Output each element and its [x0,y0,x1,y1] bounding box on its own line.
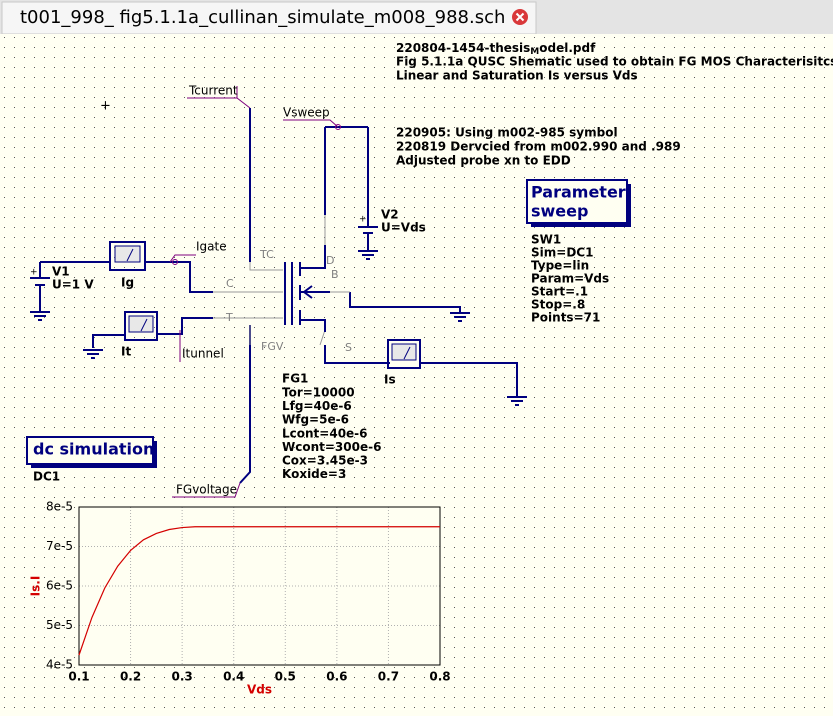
fgmos-symbol [284,245,330,332]
x-tick-label: 0.2 [120,670,141,684]
source-name: V2 [381,208,399,222]
probe-name: Ig [121,276,134,290]
pin-label: TC [259,248,274,261]
sweep-title: sweep [531,202,588,221]
y-tick-label: 4e-5 [46,658,73,672]
source-name: V1 [52,265,70,279]
simulation-box[interactable] [26,436,154,465]
note-line: Adjusted probe xn to EDD [396,154,571,168]
note-line: 220905: Using m002-985 symbol [396,126,618,140]
pin-label: D [326,254,334,267]
y-tick-label: 7e-5 [46,539,73,553]
sweep-property: Start=.1 [531,285,588,299]
battery [30,215,378,290]
pin-label: B [331,268,339,281]
source-value: U=Vds [381,221,426,235]
wire-label: FGvoltage [176,483,237,497]
ground [30,250,527,406]
y-tick-label: 8e-5 [46,500,73,514]
sweep-title: Parameter [531,183,626,202]
polarity: + [30,268,38,278]
wire-label: Itunnel [182,347,224,361]
probe-needle [403,346,411,360]
y-axis-label: Is.I [29,576,43,597]
polarity: + [359,215,367,225]
probe-needle [140,318,148,332]
probe-name: Is [384,373,396,387]
sweep-name: SW1 [531,233,561,247]
y-tick-label: 6e-5 [46,579,73,593]
probe-body [387,339,421,369]
wire-label: Igate [196,240,227,254]
sweep-property: Sim=DC1 [531,246,593,260]
sweep-properties: SW1 Sim=DC1Type=linParam=VdsStart=.1Stop… [531,233,609,325]
sweep-box[interactable] [526,179,628,224]
device-property: Tor=10000 [282,386,355,400]
note-line: 220819 Dervcied from m002.990 and .989 [396,140,681,154]
device-property: Koxide=3 [282,467,346,481]
x-tick-label: 0.5 [275,670,296,684]
tab[interactable] [1,1,537,35]
label-node [172,259,178,265]
pin-label: T [225,311,233,324]
probe [124,311,158,341]
probe-needle [126,248,134,262]
pin-label: S [345,341,352,354]
pin-label: FGV [261,340,284,353]
x-axis-label: Vds [247,683,272,697]
x-tick-label: 0.3 [172,670,193,684]
probe-name: It [121,345,131,359]
wire [39,108,518,484]
sweep-property: Stop=.8 [531,298,585,312]
note-line: Fig 5.1.1a QUSC Shematic used to obtain … [396,55,833,69]
label-line [169,86,339,498]
x-tick-label: 0.7 [378,670,399,684]
device-property: Lcont=40e-6 [282,426,368,440]
note-line: 220804-1454-thesisModel.pdf [396,41,596,57]
plot-frame [78,506,441,666]
device-property: Lfg=40e-6 [282,399,352,413]
probe-body [124,311,158,341]
note-subscript: M [530,47,539,57]
data-line [78,526,440,656]
device-property: Wfg=5e-6 [282,413,349,427]
x-tick-label: 0.1 [68,670,89,684]
probe [387,339,421,369]
tab-close-icon [515,12,525,22]
y-tick-label: 5e-5 [46,618,73,632]
device-property: Cox=3.45e-3 [282,454,368,468]
probe-dial [391,343,417,361]
device-property: Wcont=300e-6 [282,440,381,454]
pin-stub [213,215,350,346]
simulation-title: dc simulation [33,440,154,459]
probe [109,241,146,271]
note-line: Linear and Saturation Is versus Vds [396,69,638,83]
sweep-property: Type=lin [531,259,589,273]
pin-label: C [226,277,234,290]
probe-body [109,241,146,271]
note-text: 220804-1454-thesis [396,41,530,55]
probe-dial [128,315,154,333]
sweep-property: Points=71 [531,311,600,325]
label-node [335,124,341,130]
sweep-property: Param=Vds [531,272,609,286]
cursor-mark: + [100,99,111,114]
source-value: U=1 V [52,278,94,292]
note-text: odel.pdf [539,41,596,55]
x-tick-label: 0.8 [429,670,450,684]
wire-label: Tcurrent [188,84,238,98]
x-tick-label: 0.4 [223,670,244,684]
x-tick-label: 0.6 [326,670,347,684]
tab-title: t001_998_ fig5.1.1a_cullinan_simulate_m0… [20,7,505,28]
device-properties: FG1 Tor=10000Lfg=40e-6Wfg=5e-6Lcont=40e-… [282,372,381,482]
diagram[interactable]: 4e-5 5e-5 6e-5 7e-5 8e-5 0.1 0.2 0.3 0.4 0.5 0.6 0.… [29,500,451,697]
simulation-name: DC1 [33,470,60,484]
device-name: FG1 [282,372,308,386]
probe-dial [114,245,141,263]
wire-label: Vsweep [283,106,330,120]
